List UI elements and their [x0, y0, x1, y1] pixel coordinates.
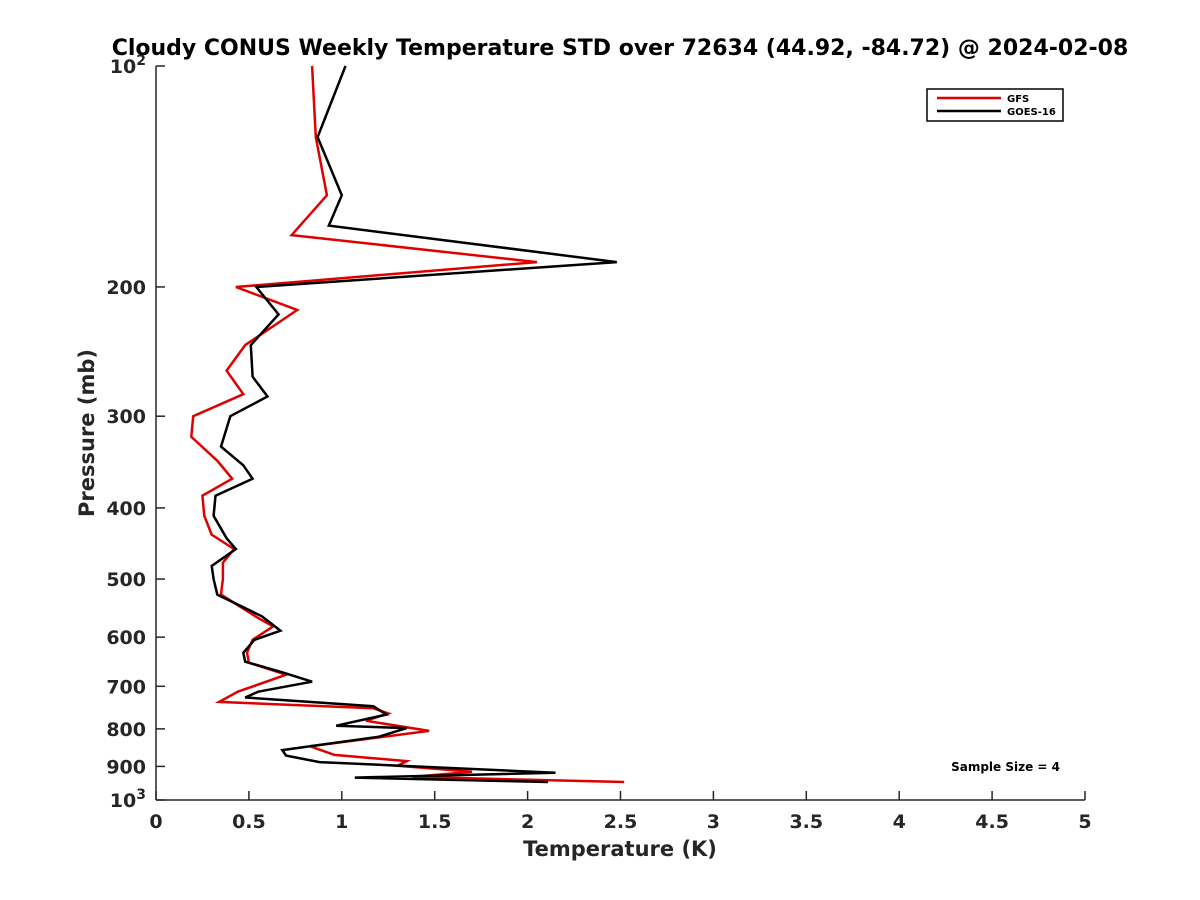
legend-label: GOES-16	[1007, 107, 1056, 118]
chart-title: Cloudy CONUS Weekly Temperature STD over…	[112, 36, 1129, 61]
y-tick-label: 400	[106, 498, 146, 520]
x-tick-label: 2.5	[604, 811, 638, 833]
y-tick-label: 500	[106, 569, 146, 591]
legend-box	[926, 88, 1064, 122]
x-axis-label: Temperature (K)	[523, 837, 717, 861]
x-tick-label: 0.5	[232, 811, 266, 833]
legend: GFS GOES-16	[926, 88, 1064, 122]
y-tick-label: 103	[110, 787, 146, 812]
x-tick-label: 2	[521, 811, 534, 833]
y-axis-label: Pressure (mb)	[75, 349, 99, 517]
x-tick-label: 5	[1078, 811, 1091, 833]
y-tick-label: 900	[106, 756, 146, 778]
series-line-gfs	[189, 65, 625, 784]
x-tick-label: 0	[149, 811, 162, 833]
y-tick-label: 700	[106, 676, 146, 698]
series-layer	[189, 65, 625, 784]
axes-layer: 0 0.5 1 1.5 2 2.5 3 3.5 4 4.5 5 102 200 300 400 500 600 7…	[106, 53, 1091, 833]
y-tick-label: 600	[106, 627, 146, 649]
x-tick-label: 1.5	[418, 811, 452, 833]
legend-label: GFS	[1007, 94, 1029, 105]
y-tick-label: 300	[106, 406, 146, 428]
y-tick-label: 200	[106, 277, 146, 299]
y-tick-label: 800	[106, 719, 146, 741]
x-tick-label: 4	[893, 811, 906, 833]
series-line-goes-16	[210, 65, 617, 784]
x-tick-label: 4.5	[975, 811, 1009, 833]
y-tick-label: 102	[110, 53, 146, 78]
sample-size-note: Sample Size = 4	[951, 760, 1060, 774]
x-tick-label: 3.5	[789, 811, 823, 833]
x-tick-label: 1	[335, 811, 348, 833]
x-tick-label: 3	[707, 811, 720, 833]
